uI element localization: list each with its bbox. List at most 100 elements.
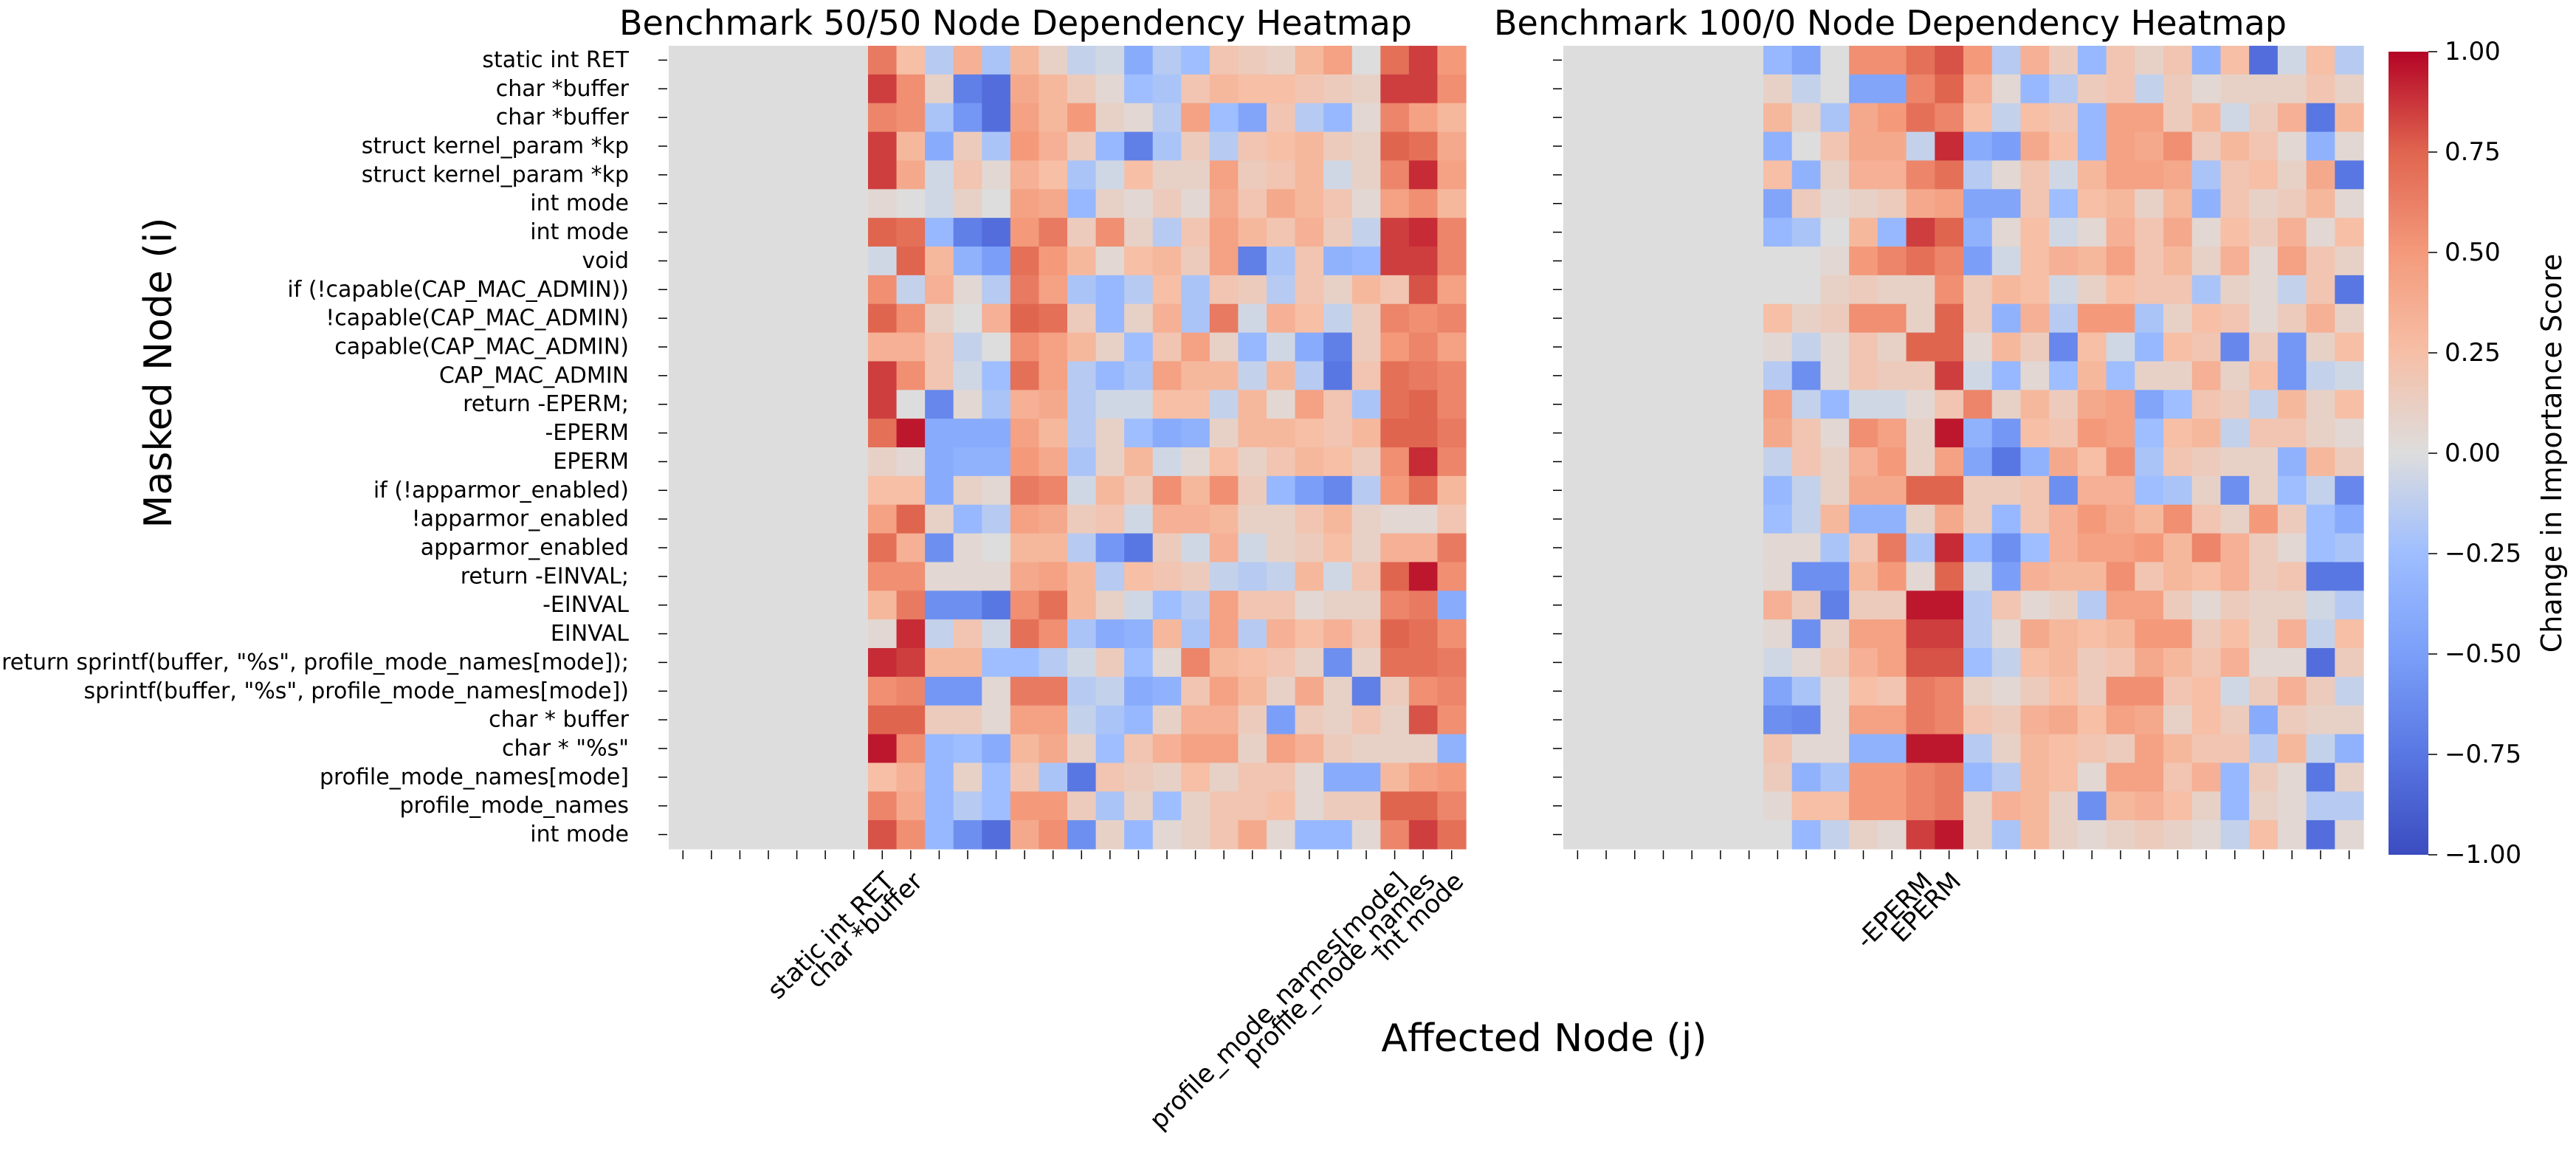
heatmap-cell [1181,648,1210,678]
heatmap-cell [1849,705,1878,735]
heatmap-cell [1267,74,1296,104]
heatmap-cell [2135,791,2164,821]
heatmap-cell [1095,189,1125,218]
heatmap-cell [1591,676,1622,706]
heatmap-cell [754,103,783,133]
heatmap-cell [1039,619,1068,649]
heatmap-cell [1763,648,1793,678]
heatmap-cell [1267,275,1296,305]
heatmap-cell [1323,275,1353,305]
heatmap-cell [2163,619,2193,649]
heatmap-cell [1820,475,1850,506]
heatmap-cell [1323,648,1353,678]
heatmap-cell [2077,46,2107,75]
heatmap-cell [896,447,926,477]
heatmap-cell [1209,676,1239,706]
heatmap-cell [1323,218,1353,247]
heatmap-cell [1906,46,1935,75]
heatmap-cell [1849,562,1878,591]
heatmap-cell [2335,390,2364,419]
heatmap-cell [1323,447,1353,477]
heatmap-cell [1906,591,1935,620]
heatmap-cell [1991,131,2022,162]
heatmap-cell [1763,562,1793,591]
heatmap-cell [1820,619,1850,649]
heatmap-cell [1763,676,1793,706]
row-label: sprintf(buffer, "%s", profile_mode_names… [83,678,629,704]
heatmap-cell [1039,676,1068,706]
heatmap-cell [2335,160,2364,190]
heatmap-cell [1267,475,1296,506]
heatmap-cell [1991,791,2022,821]
heatmap-cell [2077,419,2107,448]
heatmap-cell [1735,791,1764,821]
heatmap-cell [1295,591,1324,620]
colorbar-label: Change in Importance Score [2535,254,2568,653]
heatmap-cell [1408,131,1439,162]
row-label: struct kernel_param *kp [362,162,629,187]
heatmap-cell [2020,648,2050,678]
heatmap-cell [1877,332,1907,362]
heatmap-cell [1124,504,1154,534]
heatmap-cell [1380,705,1410,735]
heatmap-cell [1963,591,1993,620]
heatmap-cell [1380,475,1410,506]
heatmap-cell [1963,648,1993,678]
heatmap-cell [1563,562,1593,591]
heatmap-cell [2249,562,2279,591]
heatmap-cell [2249,475,2279,506]
heatmap-cell [1906,103,1935,133]
heatmap-cell [1351,447,1381,477]
heatmap-cell [1351,562,1381,591]
heatmap-cell [2220,562,2250,591]
heatmap-cell [2106,447,2135,477]
heatmap-cell [1563,820,1593,850]
heatmap-cell [839,676,869,706]
heatmap-cell [1437,562,1467,591]
heatmap-cell [982,390,1011,419]
heatmap-cell [1295,648,1324,678]
heatmap-cell [1677,705,1707,735]
heatmap-cell [1877,475,1907,506]
heatmap-cell [2135,103,2164,133]
heatmap-cell [2191,734,2222,764]
heatmap-cell [1238,763,1267,792]
heatmap-cell [1380,504,1410,534]
heatmap-cell [1877,705,1907,735]
heatmap-cell [1735,562,1764,591]
heatmap-cell [1351,791,1381,821]
heatmap-cell [1820,103,1850,133]
heatmap-cell [2106,791,2135,821]
heatmap-cell [726,303,755,334]
heatmap-cell [1935,447,1964,477]
heatmap-cell [839,131,869,162]
heatmap-cell [1238,705,1267,735]
heatmap-cell [697,419,726,448]
heatmap-cell [1677,131,1707,162]
heatmap-cell [2335,763,2364,792]
heatmap-cell [1267,504,1296,534]
heatmap-cell [1380,591,1410,620]
heatmap-cell [2249,247,2279,276]
heatmap-cell [2277,648,2307,678]
heatmap-cell [1323,103,1353,133]
heatmap-cell [953,475,982,506]
heatmap-cell [2335,562,2364,591]
heatmap-cell [925,189,954,218]
heatmap-cell [2335,734,2364,764]
heatmap-cell [1124,275,1154,305]
heatmap-cell [1181,218,1210,247]
heatmap-cell [2135,332,2164,362]
heatmap-cell [2277,74,2307,104]
heatmap-cell [1935,303,1964,334]
heatmap-cell [982,676,1011,706]
heatmap-cell [1791,303,1822,334]
row-label: struct kernel_param *kp [362,134,629,159]
heatmap-cell [1437,361,1467,390]
heatmap-cell [1380,763,1410,792]
heatmap-cell [2220,475,2250,506]
heatmap-cell [697,705,726,735]
heatmap-cell [754,361,783,390]
heatmap-cell [1010,361,1040,390]
heatmap-cell [2163,533,2193,563]
